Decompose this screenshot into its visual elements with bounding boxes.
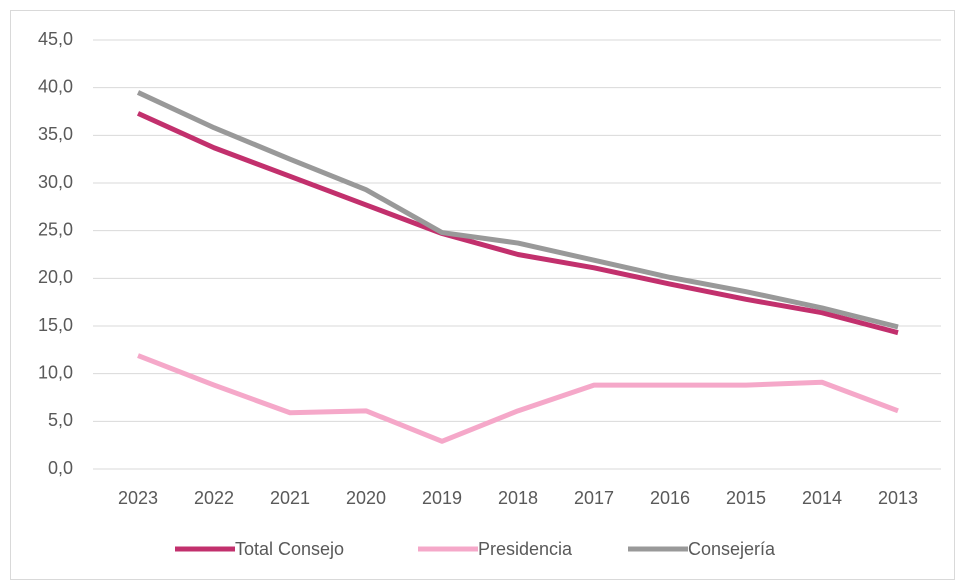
x-tick-label: 2022 xyxy=(194,488,234,508)
series-line xyxy=(136,90,899,330)
x-tick-label: 2014 xyxy=(802,488,842,508)
legend-label: Presidencia xyxy=(478,539,573,559)
y-tick-label: 25,0 xyxy=(38,219,73,239)
y-tick-label: 30,0 xyxy=(38,172,73,192)
y-tick-label: 40,0 xyxy=(38,76,73,96)
x-tick-label: 2016 xyxy=(650,488,690,508)
y-tick-label: 0,0 xyxy=(48,458,73,478)
series-line xyxy=(136,111,899,336)
y-tick-label: 5,0 xyxy=(48,410,73,430)
x-tick-label: 2021 xyxy=(270,488,310,508)
x-tick-label: 2013 xyxy=(878,488,918,508)
x-tick-label: 2019 xyxy=(422,488,462,508)
x-tick-label: 2017 xyxy=(574,488,614,508)
x-tick-label: 2018 xyxy=(498,488,538,508)
legend-label: Total Consejo xyxy=(235,539,344,559)
x-tick-label: 2023 xyxy=(118,488,158,508)
series-line xyxy=(137,353,899,444)
y-tick-label: 35,0 xyxy=(38,124,73,144)
y-tick-label: 10,0 xyxy=(38,362,73,382)
y-tick-label: 45,0 xyxy=(38,29,73,49)
y-tick-label: 15,0 xyxy=(38,315,73,335)
x-tick-label: 2015 xyxy=(726,488,766,508)
y-tick-label: 20,0 xyxy=(38,267,73,287)
x-tick-label: 2020 xyxy=(346,488,386,508)
legend-label: Consejería xyxy=(688,539,776,559)
